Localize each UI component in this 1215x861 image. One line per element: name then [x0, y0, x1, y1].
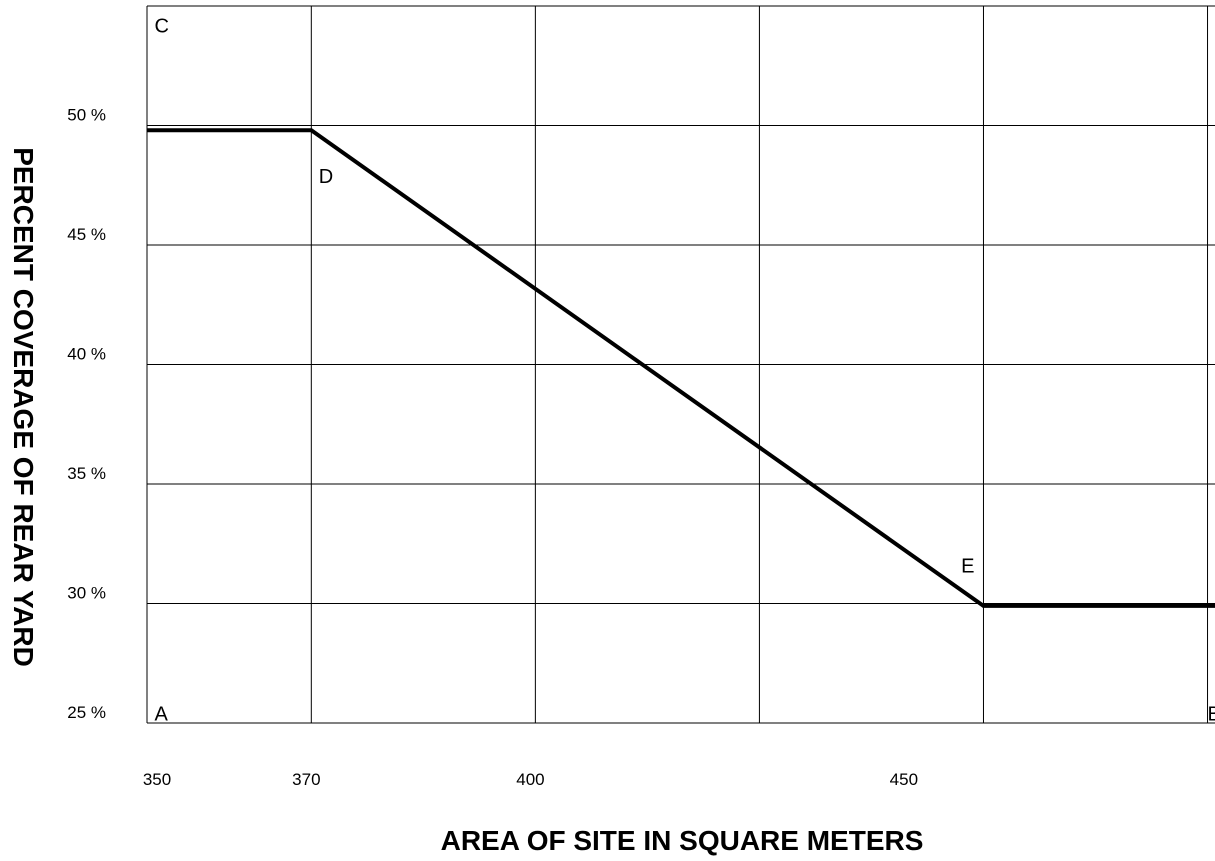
series [147, 128, 1215, 608]
x-tick-label: 350 [143, 770, 171, 789]
series-line [147, 128, 1215, 608]
tick-labels: 35037040045050025 %30 %35 %40 %45 %50 % [67, 106, 918, 790]
x-axis-title: AREA OF SITE IN SQUARE METERS [441, 825, 924, 856]
y-tick-label: 45 % [67, 225, 106, 244]
point-label: C [154, 15, 168, 37]
point-label: E [961, 555, 974, 577]
x-tick-label: 370 [292, 770, 320, 789]
y-tick-label: 30 % [67, 584, 106, 603]
x-tick-label: 400 [516, 770, 544, 789]
point-label: A [154, 704, 168, 726]
grid [146, 5, 1215, 724]
point-labels: A B C D E [154, 15, 1215, 725]
y-tick-label: 35 % [67, 464, 106, 483]
y-tick-label: 25 % [67, 703, 106, 722]
x-tick-label: 450 [890, 770, 918, 789]
point-label: B [1208, 704, 1215, 726]
point-label: D [319, 166, 333, 188]
y-tick-label: 40 % [67, 345, 106, 364]
y-tick-label: 50 % [67, 106, 106, 125]
y-axis-title: PERCENT COVERAGE OF REAR YARD [8, 147, 39, 667]
